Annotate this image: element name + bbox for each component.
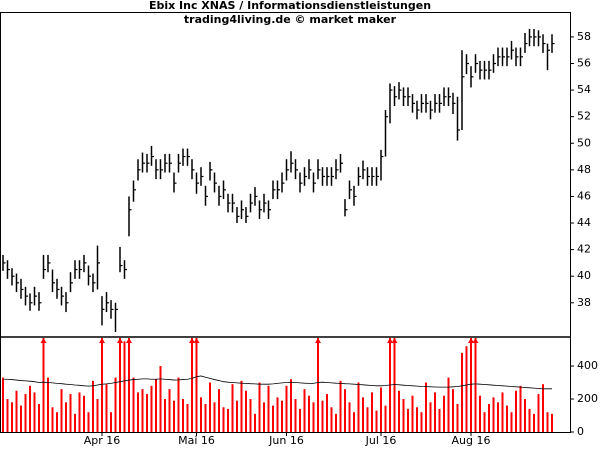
volume-y-tick-label: 0 <box>577 425 584 438</box>
volume-y-tick-label: 400 <box>577 359 598 372</box>
chart-title: Ebix Inc XNAS / Informationsdienstleistu… <box>149 0 431 12</box>
y-tick-label: 46 <box>577 189 591 202</box>
x-tick-label: Jun 16 <box>268 434 304 447</box>
y-tick-label: 42 <box>577 243 591 256</box>
y-tick-label: 44 <box>577 216 591 229</box>
x-tick-label: Apr 16 <box>84 434 121 447</box>
volume-arrow <box>193 338 200 343</box>
volume-arrow <box>472 338 479 343</box>
x-tick-label: Aug 16 <box>452 434 491 447</box>
y-tick-label: 40 <box>577 269 591 282</box>
y-tick-label: 58 <box>577 30 591 43</box>
y-tick-label: 38 <box>577 296 591 309</box>
y-tick-label: 50 <box>577 136 591 149</box>
y-tick-label: 52 <box>577 110 591 123</box>
y-tick-label: 56 <box>577 57 591 70</box>
chart-subtitle: trading4living.de © market maker <box>184 13 397 26</box>
volume-arrow <box>387 338 393 343</box>
volume-average <box>3 375 552 390</box>
volume-arrow <box>99 338 105 343</box>
volume-arrow <box>40 338 47 343</box>
x-tick-label: Jul 16 <box>365 434 397 447</box>
volume-arrow <box>117 338 123 343</box>
volume-arrow <box>468 338 474 343</box>
volume-arrow <box>391 338 398 343</box>
volume-arrow <box>315 338 321 343</box>
x-tick-label: Mai 16 <box>178 434 215 447</box>
y-tick-label: 54 <box>577 83 591 96</box>
volume-arrow <box>189 338 195 343</box>
y-tick-label: 48 <box>577 163 591 176</box>
volume-arrow <box>126 338 132 343</box>
volume-y-tick-label: 200 <box>577 392 598 405</box>
